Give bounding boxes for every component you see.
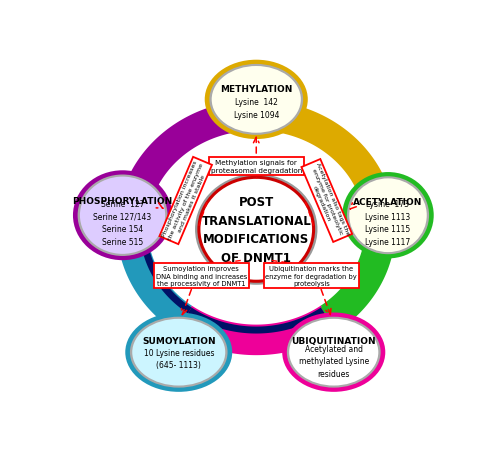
Ellipse shape [78, 175, 168, 257]
Text: METHYLATION: METHYLATION [220, 85, 292, 93]
Text: Serine  127
Serine 127/143
Serine 154
Serine 515: Serine 127 Serine 127/143 Serine 154 Ser… [94, 200, 152, 246]
Ellipse shape [342, 172, 434, 259]
Text: Ubiquitination marks the
enzyme for degradation by
proteolysis: Ubiquitination marks the enzyme for degr… [266, 265, 357, 287]
Text: Sumoylation improves
DNA binding and increases
the processivity of DNMT1: Sumoylation improves DNA binding and inc… [156, 265, 247, 287]
Ellipse shape [212, 67, 301, 133]
Ellipse shape [73, 171, 172, 261]
Ellipse shape [210, 65, 303, 136]
Ellipse shape [349, 179, 427, 253]
Ellipse shape [132, 319, 225, 386]
Ellipse shape [204, 61, 308, 140]
Text: Lysine  173
Lysine 1113
Lysine 1115
Lysine 1117: Lysine 173 Lysine 1113 Lysine 1115 Lysin… [366, 200, 410, 246]
Ellipse shape [80, 177, 165, 254]
Ellipse shape [195, 174, 318, 285]
Ellipse shape [287, 317, 380, 388]
Text: POST
TRANSLATIONAL
MODIFICATIONS
OF DNMT1: POST TRANSLATIONAL MODIFICATIONS OF DNMT… [202, 196, 311, 264]
Ellipse shape [126, 313, 232, 392]
Text: Acetylation also tags the
enzyme for proteolytic
degradation: Acetylation also tags the enzyme for pro… [304, 162, 350, 240]
Text: Lysine  142
Lysine 1094: Lysine 142 Lysine 1094 [234, 98, 279, 120]
Text: Methylation signals for
proteasomal degradation: Methylation signals for proteasomal degr… [210, 160, 302, 174]
Ellipse shape [347, 177, 429, 255]
Ellipse shape [199, 178, 314, 282]
Text: Phosphorylation increases
the activity of the enzyme
and makes it stable: Phosphorylation increases the activity o… [162, 160, 210, 243]
Ellipse shape [282, 313, 386, 392]
Text: PHOSPHORYLATION: PHOSPHORYLATION [72, 197, 172, 206]
Text: 10 Lysine residues
(645- 1113): 10 Lysine residues (645- 1113) [144, 348, 214, 369]
Text: UBIQUITINATION: UBIQUITINATION [292, 337, 376, 346]
Text: SUMOYLATION: SUMOYLATION [142, 337, 216, 346]
Text: Acetylated and
methylated Lysine
residues: Acetylated and methylated Lysine residue… [298, 344, 369, 378]
Ellipse shape [289, 319, 378, 386]
Ellipse shape [130, 317, 228, 388]
Text: ACETYLATION: ACETYLATION [354, 197, 422, 206]
